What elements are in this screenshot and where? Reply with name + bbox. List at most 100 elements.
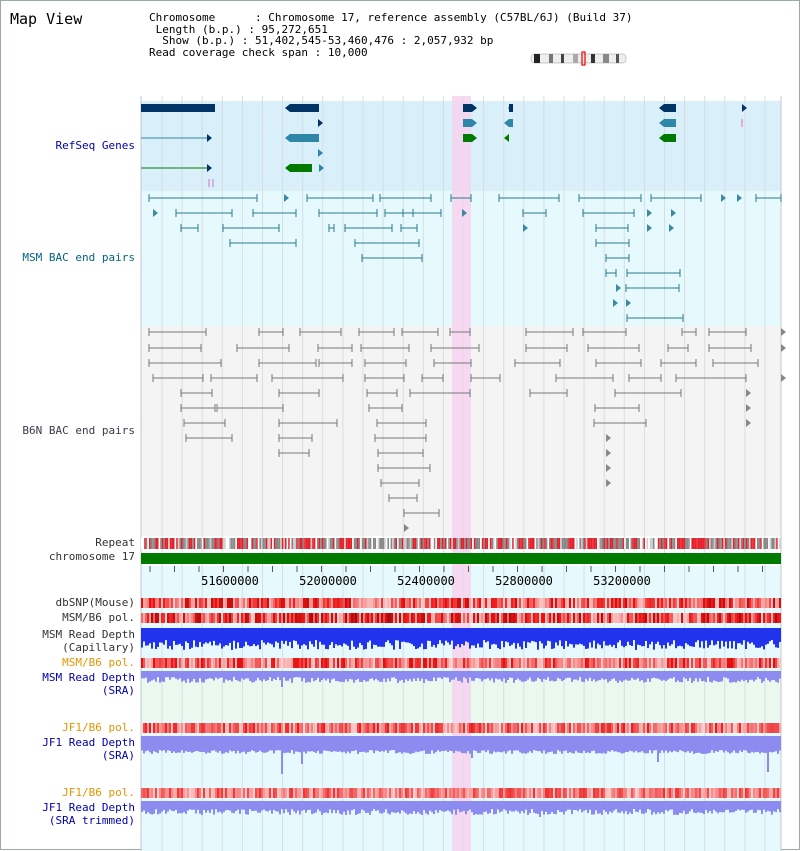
jf1-b6-pol-heat-cell: [457, 788, 459, 798]
msm-depth-cap-bar: [311, 628, 313, 645]
msm-b6-pol-heat-cell: [497, 613, 499, 623]
msm-b6-pol-heat-cell: [401, 658, 403, 668]
jf1-b6-pol-heat-cell: [361, 788, 363, 798]
msm-depth-cap-bar: [551, 628, 553, 649]
msm-depth-cap-bar: [185, 628, 187, 642]
jf1-depth-trim-bar: [757, 801, 759, 810]
dbsnp-heat-cell: [421, 598, 423, 608]
dbsnp-heat-cell: [671, 598, 673, 608]
msm-b6-pol-heat-cell: [551, 658, 553, 668]
msm-depth-cap-bar: [411, 628, 413, 645]
msm-b6-pol-heat-cell: [553, 613, 555, 623]
jf1-b6-pol-heat-cell: [591, 788, 593, 798]
msm-depth-cap-bar: [279, 628, 281, 649]
track-label-msm-depth-sra[interactable]: MSM Read Depth: [42, 671, 135, 684]
track-label-chromosome[interactable]: chromosome 17: [48, 550, 135, 563]
msm-b6-pol-heat-cell: [543, 658, 545, 668]
msm-depth-cap-bar: [693, 628, 695, 647]
repeat-tick: [553, 538, 556, 549]
jf1-b6-pol-heat-cell: [739, 788, 741, 798]
jf1-b6-pol-heat-cell: [663, 723, 665, 733]
msm-depth-cap-bar: [729, 628, 731, 642]
jf1-b6-pol-heat-cell: [585, 723, 587, 733]
track-label-jf1-b6-pol-2[interactable]: JF1/B6 pol.: [62, 786, 135, 799]
jf1-depth-sra-bar: [571, 736, 573, 754]
msm-depth-cap-bar: [637, 628, 639, 645]
jf1-b6-pol-heat-cell: [603, 788, 605, 798]
jf1-b6-pol-heat-cell: [331, 788, 333, 798]
jf1-b6-pol-heat-cell: [653, 723, 655, 733]
jf1-depth-trim-bar: [425, 801, 427, 814]
jf1-b6-pol-heat-cell: [649, 788, 651, 798]
msm-b6-pol-heat-cell: [219, 613, 221, 623]
track-label-msm-b6-pol-2[interactable]: MSM/B6 pol.: [62, 656, 135, 669]
span-value: 10,000: [327, 45, 368, 59]
track-label-b6n-bac[interactable]: B6N BAC end pairs: [22, 424, 135, 437]
msm-b6-pol-heat-cell: [739, 613, 741, 623]
track-label-jf1-b6-pol-1[interactable]: JF1/B6 pol.: [62, 721, 135, 734]
jf1-b6-pol-heat-cell: [623, 788, 625, 798]
jf1-b6-pol-heat-cell: [691, 723, 693, 733]
jf1-b6-pol-heat-cell: [237, 788, 239, 798]
jf1-b6-pol-heat-cell: [365, 788, 367, 798]
track-label-jf1-depth-sra[interactable]: JF1 Read Depth: [42, 736, 135, 749]
dbsnp-heat-cell: [165, 598, 167, 608]
repeat-tick: [696, 538, 698, 549]
jf1-depth-trim-bar: [233, 801, 235, 814]
jf1-b6-pol-heat-cell: [777, 723, 779, 733]
jf1-b6-pol-heat-cell: [439, 788, 441, 798]
track-label-dbsnp[interactable]: dbSNP(Mouse): [55, 596, 135, 609]
dbsnp-heat-cell: [171, 598, 173, 608]
dbsnp-heat-cell: [747, 598, 749, 608]
gene-arrow: [472, 104, 477, 112]
msm-depth-cap-bar: [709, 628, 711, 646]
msm-depth-cap-bar: [589, 628, 591, 643]
jf1-depth-trim-bar: [755, 801, 757, 813]
msm-b6-pol-heat-cell: [337, 613, 339, 623]
msm-depth-sra-bar: [709, 671, 711, 682]
msm-b6-pol-heat-cell: [239, 613, 241, 623]
msm-depth-sra-bar: [383, 671, 385, 679]
msm-b6-pol-heat-cell: [543, 613, 545, 623]
track-label-msm-depth-cap[interactable]: MSM Read Depth: [42, 628, 135, 641]
msm-depth-sra-bar: [151, 671, 153, 681]
jf1-depth-trim-bar: [555, 801, 557, 815]
dbsnp-heat-cell: [325, 598, 327, 608]
track-label-repeat[interactable]: Repeat: [95, 536, 135, 549]
dbsnp-heat-cell: [759, 598, 761, 608]
msm-depth-cap-bar: [165, 628, 167, 641]
msm-b6-pol-heat-cell: [255, 613, 257, 623]
repeat-tick: [416, 538, 418, 549]
track-label-jf1-depth-trim[interactable]: JF1 Read Depth: [42, 801, 135, 814]
jf1-depth-trim-bar: [619, 801, 621, 813]
track-label-msm-bac[interactable]: MSM BAC end pairs: [22, 251, 135, 264]
msm-b6-pol-heat-cell: [653, 658, 655, 668]
repeat-tick: [496, 538, 498, 549]
msm-b6-pol-heat-cell: [503, 613, 505, 623]
msm-b6-pol-heat-cell: [257, 658, 259, 668]
jf1-depth-sra-bar: [733, 736, 735, 751]
repeat-tick: [513, 538, 516, 549]
msm-b6-pol-heat-cell: [397, 658, 399, 668]
jf1-b6-pol-heat-cell: [297, 788, 299, 798]
msm-b6-pol-heat-cell: [639, 658, 641, 668]
jf1-b6-pol-heat-cell: [309, 788, 311, 798]
jf1-depth-sra-bar: [195, 736, 197, 751]
dbsnp-heat-cell: [247, 598, 249, 608]
jf1-b6-pol-heat-cell: [629, 723, 631, 733]
msm-depth-cap-bar: [281, 628, 283, 641]
msm-depth-cap-bar: [229, 628, 231, 643]
jf1-b6-pol-heat-cell: [227, 723, 229, 733]
jf1-depth-sra-bar: [497, 736, 499, 752]
jf1-b6-pol-heat-cell: [411, 788, 413, 798]
msm-b6-pol-heat-cell: [699, 658, 701, 668]
track-label-refseq[interactable]: RefSeq Genes: [55, 139, 135, 152]
jf1-depth-trim-bar: [743, 801, 745, 810]
jf1-b6-pol-heat-cell: [775, 723, 777, 733]
msm-depth-sra-bar: [661, 671, 663, 681]
msm-b6-pol-heat-cell: [243, 613, 245, 623]
dbsnp-heat-cell: [437, 598, 439, 608]
track-label-msm-b6-pol-1[interactable]: MSM/B6 pol.: [62, 611, 135, 624]
msm-depth-cap-bar: [251, 628, 253, 646]
